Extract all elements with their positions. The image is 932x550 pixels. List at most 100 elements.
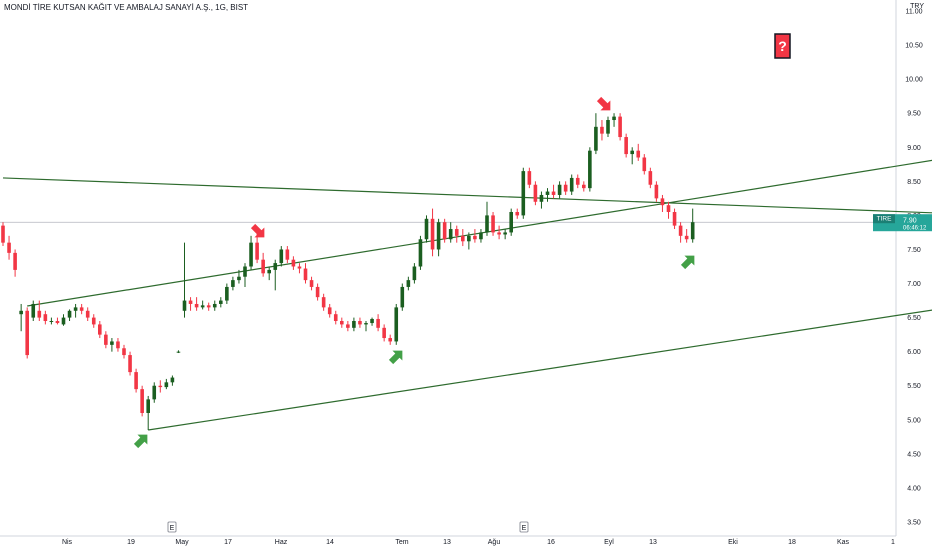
candle-body[interactable] [1, 225, 5, 243]
candle-body[interactable] [491, 215, 495, 233]
candle-body[interactable] [19, 310, 23, 315]
candle-body[interactable] [291, 259, 296, 267]
candle-body[interactable] [340, 321, 344, 325]
candle-body[interactable] [642, 157, 647, 172]
candle-body[interactable] [188, 300, 193, 304]
candle-body[interactable] [400, 286, 405, 308]
candle-body[interactable] [61, 317, 66, 325]
candle-body[interactable] [98, 324, 102, 335]
candle-body[interactable] [539, 194, 544, 202]
candle-body[interactable] [533, 184, 538, 202]
candle-body[interactable] [49, 321, 54, 323]
candle-body[interactable] [364, 323, 368, 325]
candle-body[interactable] [315, 286, 320, 298]
down-arrow-icon[interactable] [594, 94, 615, 115]
candle-body[interactable] [140, 389, 144, 413]
candle-body[interactable] [594, 126, 598, 151]
candle-body[interactable] [170, 377, 175, 383]
candle-body[interactable] [509, 211, 513, 233]
candle-body[interactable] [618, 116, 622, 138]
candle-body[interactable] [91, 317, 96, 325]
candle-body[interactable] [588, 150, 592, 189]
candle-body[interactable] [424, 218, 429, 240]
event-marker-box[interactable] [519, 521, 529, 533]
candle-body[interactable] [582, 184, 586, 189]
candle-body[interactable] [551, 191, 556, 195]
candle-body[interactable] [110, 341, 114, 345]
trendline[interactable] [148, 175, 932, 431]
candle-body[interactable] [346, 324, 350, 328]
candle-body[interactable] [527, 171, 532, 185]
candle-body[interactable] [164, 382, 169, 388]
candle-body[interactable] [13, 252, 17, 270]
candle-body[interactable] [684, 235, 689, 240]
candle-body[interactable] [660, 198, 665, 206]
candle-body[interactable] [116, 341, 120, 349]
candle-body[interactable] [303, 268, 308, 281]
candle-body[interactable] [473, 235, 477, 240]
candle-body[interactable] [309, 280, 314, 287]
candle-body[interactable] [237, 276, 241, 281]
candle-body[interactable] [442, 222, 447, 240]
candle-body[interactable] [243, 266, 247, 277]
candle-body[interactable] [648, 171, 653, 185]
candle-body[interactable] [630, 150, 634, 155]
candle-body[interactable] [297, 266, 302, 269]
candle-body[interactable] [255, 242, 259, 260]
candle-body[interactable] [600, 126, 604, 134]
candle-body[interactable] [467, 235, 471, 242]
candle-body[interactable] [104, 334, 108, 345]
candle-body[interactable] [219, 300, 223, 304]
candle-body[interactable] [327, 307, 332, 315]
candle-body[interactable] [376, 318, 380, 328]
candle-body[interactable] [575, 177, 580, 185]
candle-body[interactable] [666, 205, 671, 212]
candle-body[interactable] [43, 314, 48, 322]
candle-body[interactable] [231, 280, 235, 287]
candle-body[interactable] [55, 321, 60, 324]
candle-body[interactable] [146, 399, 150, 413]
candle-body[interactable] [273, 263, 278, 270]
candle-body[interactable] [678, 225, 683, 236]
candle-body[interactable] [128, 355, 132, 373]
candle-body[interactable] [7, 242, 11, 253]
candle-body[interactable] [563, 184, 568, 192]
candle-body[interactable] [430, 218, 435, 250]
candle-body[interactable] [497, 232, 501, 235]
candle-body[interactable] [158, 385, 163, 388]
candle-body[interactable] [358, 321, 362, 325]
event-marker-box[interactable] [167, 521, 177, 533]
candle-body[interactable] [636, 150, 641, 158]
question-box[interactable] [774, 33, 791, 59]
up-arrow-icon[interactable] [678, 251, 699, 272]
down-arrow-icon[interactable] [248, 221, 269, 242]
candle-body[interactable] [285, 249, 290, 260]
candle-body[interactable] [31, 303, 36, 318]
candle-body[interactable] [85, 310, 90, 318]
candle-body[interactable] [454, 229, 459, 236]
candle-body[interactable] [212, 303, 217, 308]
candle-body[interactable] [485, 215, 489, 233]
candle-body[interactable] [545, 191, 550, 195]
candle-body[interactable] [122, 348, 126, 356]
candle-body[interactable] [569, 177, 574, 192]
candle-body[interactable] [394, 307, 399, 342]
candle-body[interactable] [333, 314, 338, 322]
candle-body[interactable] [194, 303, 199, 308]
candle-body[interactable] [406, 280, 411, 287]
candle-body[interactable] [37, 310, 42, 318]
candle-body[interactable] [200, 305, 205, 308]
candle-body[interactable] [261, 259, 265, 274]
candle-body[interactable] [267, 269, 271, 274]
candle-body[interactable] [418, 239, 423, 267]
candle-body[interactable] [612, 116, 616, 121]
candle-body[interactable] [352, 321, 356, 328]
candle-body[interactable] [182, 300, 187, 311]
up-arrow-icon[interactable] [131, 430, 152, 451]
candle-body[interactable] [321, 297, 326, 308]
candle-body[interactable] [448, 229, 453, 240]
candle-body[interactable] [25, 310, 29, 356]
candle-body[interactable] [515, 211, 520, 216]
